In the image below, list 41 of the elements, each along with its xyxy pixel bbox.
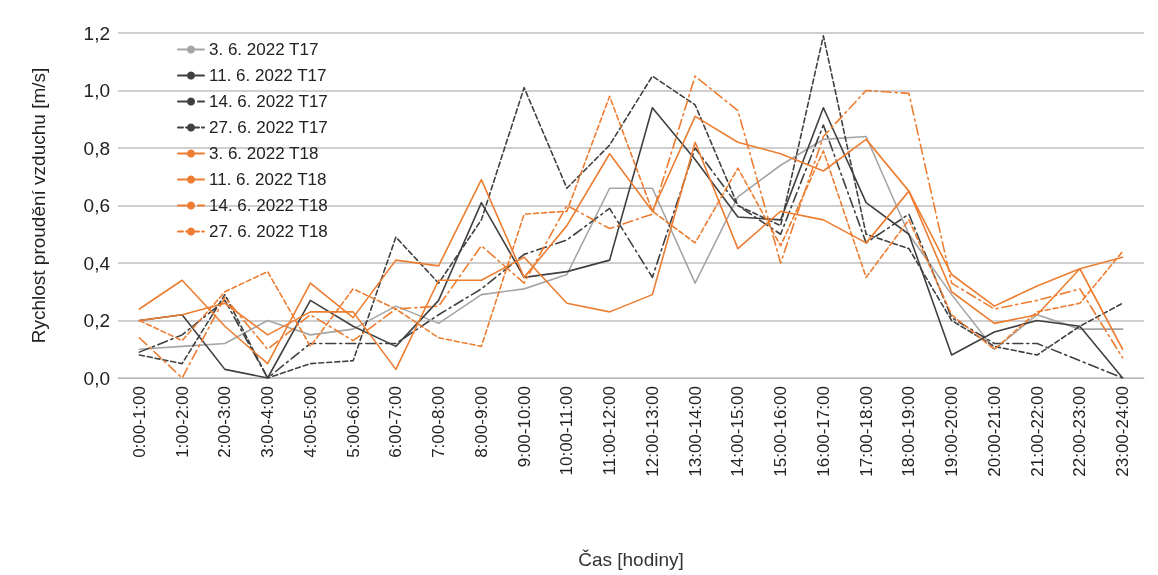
y-axis-title: Rychlost proudění vzduchu [m/s] [28,67,49,344]
x-tick-label: 1:00-2:00 [172,386,192,458]
y-tick-label: 1,0 [83,80,110,101]
x-tick-label: 22:00-23:00 [1070,386,1090,477]
x-tick-label: 12:00-13:00 [642,386,662,477]
x-tick-label: 14:00-15:00 [728,386,748,477]
x-axis-title: Čas [hodiny] [578,549,684,570]
x-tick-label: 4:00-5:00 [300,386,320,458]
y-tick-label: 0,2 [83,310,110,331]
y-tick-label: 0,8 [83,137,110,159]
y-tick-label: 0,4 [83,252,111,274]
x-tick-label: 10:00-11:00 [557,386,577,476]
x-tick-label: 16:00-17:00 [813,386,833,477]
legend-label: 11. 6. 2022 T17 [209,66,327,85]
x-tick-label: 2:00-3:00 [215,386,235,458]
x-tick-label: 5:00-6:00 [343,386,363,458]
legend-label: 11. 6. 2022 T18 [209,170,327,189]
x-tick-label: 15:00-16:00 [771,386,791,477]
legend-label: 14. 6. 2022 T18 [209,196,328,215]
x-tick-label: 8:00-9:00 [471,386,491,458]
legend-label: 27. 6. 2022 T18 [209,222,328,241]
x-tick-label: 7:00-8:00 [429,386,449,458]
x-tick-label: 19:00-20:00 [942,386,962,477]
legend-label: 14. 6. 2022 T17 [209,92,328,111]
y-tick-label: 0,6 [83,195,110,216]
x-tick-label: 9:00-10:00 [514,386,534,468]
legend-label: 3. 6. 2022 T18 [209,144,319,163]
x-tick-label: 18:00-19:00 [899,386,919,477]
x-tick-label: 17:00-18:00 [856,386,876,477]
y-tick-label: 0,0 [83,367,110,389]
x-tick-label: 13:00-14:00 [685,386,705,477]
x-tick-label: 0:00-1:00 [129,386,149,458]
legend-label: 27. 6. 2022 T17 [209,118,328,137]
x-tick-label: 11:00-12:00 [600,386,620,476]
x-tick-label: 20:00-21:00 [984,386,1004,477]
x-tick-label: 21:00-22:00 [1027,386,1047,477]
x-tick-label: 3:00-4:00 [258,386,278,458]
x-tick-label: 6:00-7:00 [386,386,406,458]
y-tick-label: 1,2 [83,22,110,44]
legend-label: 3. 6. 2022 T17 [209,40,319,59]
x-tick-label: 23:00-24:00 [1113,386,1133,477]
